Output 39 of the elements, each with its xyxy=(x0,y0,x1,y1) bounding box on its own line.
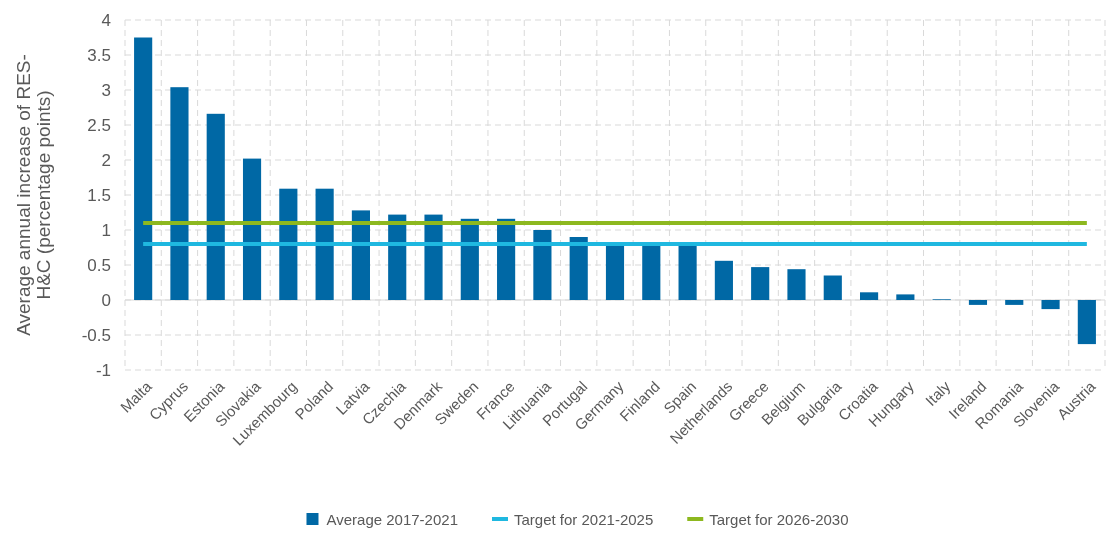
bar xyxy=(1077,300,1096,345)
y-tick-label: 3 xyxy=(101,80,111,100)
bar xyxy=(1005,300,1024,305)
bar xyxy=(424,214,443,300)
bar xyxy=(170,87,189,300)
y-tick-label: -0.5 xyxy=(81,325,111,345)
bar xyxy=(823,275,842,300)
bar xyxy=(569,237,588,300)
bar xyxy=(968,300,988,305)
y-tick-label: 0.5 xyxy=(87,255,111,275)
y-tick-label: 1.5 xyxy=(87,185,111,205)
bar xyxy=(1041,300,1060,310)
bar xyxy=(351,210,370,300)
bar xyxy=(315,188,334,300)
bar xyxy=(642,244,661,300)
y-tick-label: 4 xyxy=(101,10,111,30)
bar xyxy=(860,292,879,300)
bar xyxy=(678,244,697,300)
bar xyxy=(787,269,806,300)
y-axis-title: Average annual increase of RES-H&C (percentage points) xyxy=(13,54,54,336)
bar xyxy=(714,260,733,300)
bar xyxy=(134,37,153,300)
legend-label: Target for 2026-2030 xyxy=(709,511,849,528)
bar xyxy=(751,267,770,300)
bar xyxy=(242,158,262,300)
y-tick-label: 2.5 xyxy=(87,115,111,135)
x-tick-label: Italy xyxy=(921,377,954,410)
y-tick-label: -1 xyxy=(95,360,111,380)
y-tick-label: 3.5 xyxy=(87,45,111,65)
bar xyxy=(896,294,915,300)
bar xyxy=(533,230,552,300)
y-tick-label: 0 xyxy=(101,290,111,310)
legend-label: Average 2017-2021 xyxy=(326,511,458,528)
bar xyxy=(206,113,225,300)
bar xyxy=(605,244,625,300)
legend-label: Target for 2021-2025 xyxy=(513,511,654,528)
bar xyxy=(279,188,298,300)
y-tick-label: 1 xyxy=(101,220,111,240)
y-tick-label: 2 xyxy=(101,150,111,170)
